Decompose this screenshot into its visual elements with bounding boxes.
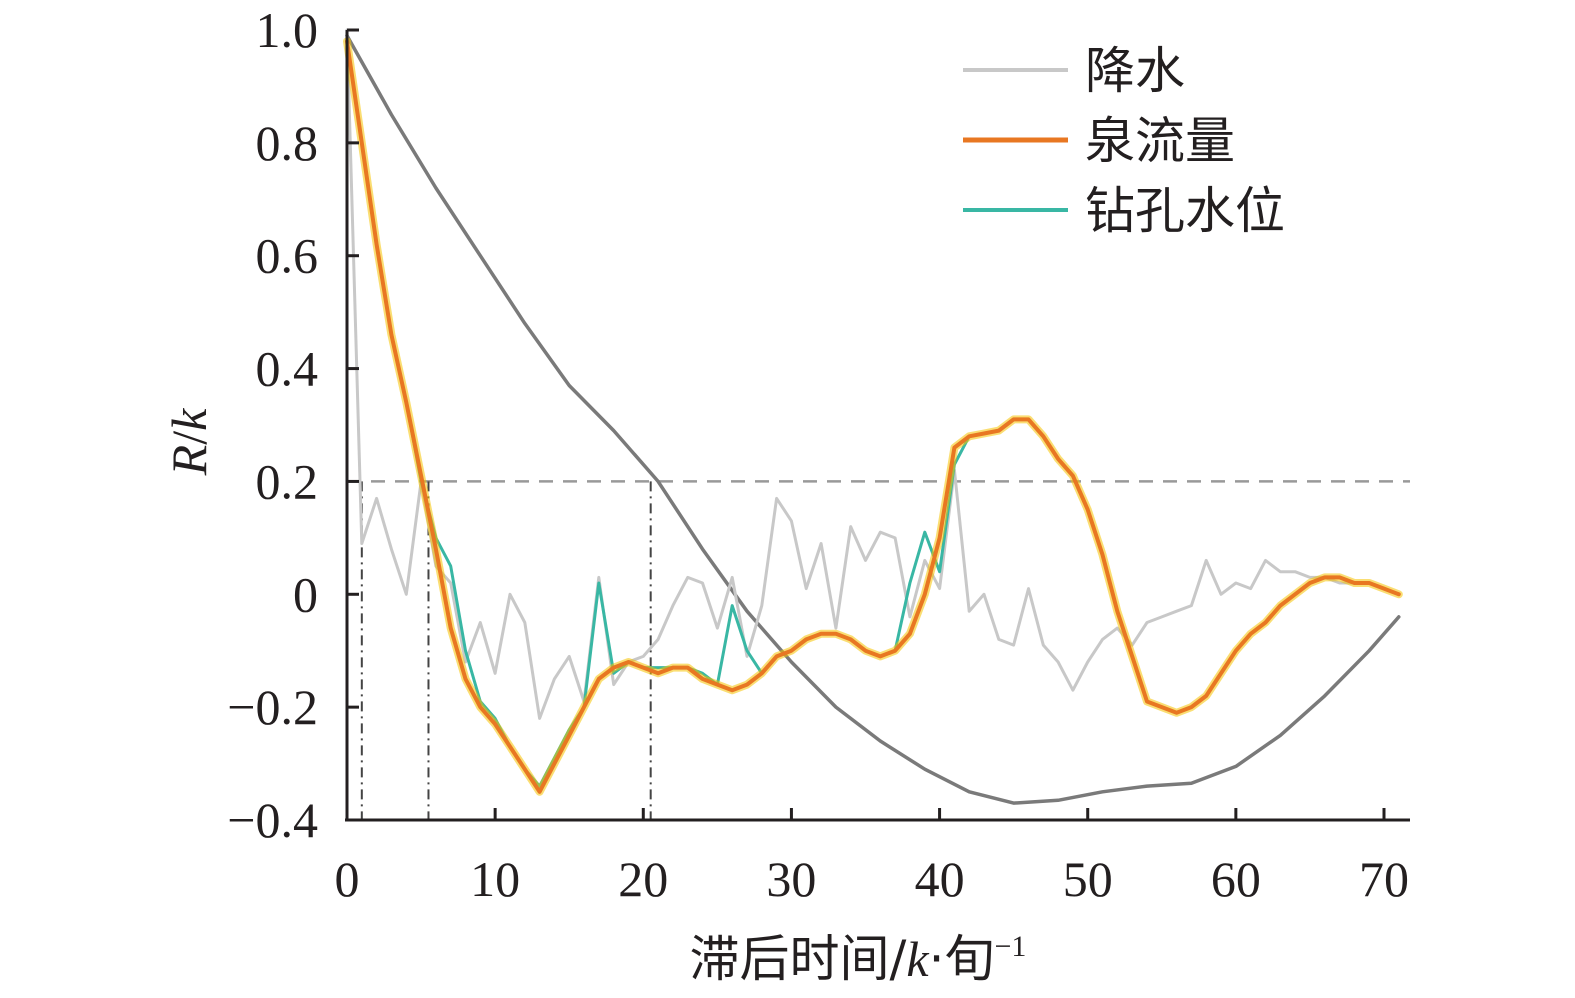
y-tick-label-0.2: 0.2	[256, 453, 319, 509]
x-tick-label-10: 10	[470, 851, 520, 907]
x-axis-title: 滞后时间/k·旬−1	[690, 930, 1027, 988]
series-line-spring-flow	[345, 39, 1401, 794]
x-tick-label-0: 0	[335, 851, 360, 907]
y-tick-label-0.6: 0.6	[256, 228, 319, 284]
x-axis-title-unit: ·旬	[929, 930, 995, 988]
y-axis-title: R/k	[161, 408, 217, 476]
y-axis-title-slash: /	[161, 431, 217, 445]
x-tick-label-40: 40	[915, 851, 965, 907]
x-axis-title-superscript: −1	[995, 930, 1027, 963]
axes-layer	[345, 30, 1410, 822]
y-tick-label-0.8: 0.8	[256, 115, 319, 171]
x-tick-label-20: 20	[618, 851, 668, 907]
legend-item-borehole-level: 钻孔水位	[963, 182, 1285, 240]
series-line-smooth-curve	[345, 33, 1401, 805]
legend: 降水 泉流量 钻孔水位	[963, 42, 1285, 240]
legend-label-precipitation: 降水	[1085, 42, 1185, 100]
y-tick-label-0: 0	[293, 566, 318, 622]
y-axis-title-r: R	[161, 445, 217, 477]
y-tick-label-−0.2: −0.2	[227, 679, 318, 735]
y-tick-label-−0.4: −0.4	[227, 792, 318, 848]
legend-label-spring-flow: 泉流量	[1085, 112, 1235, 170]
y-axis-title-k: k	[161, 408, 217, 431]
x-axis-title-k: k	[906, 931, 929, 987]
x-tick-label-60: 60	[1211, 851, 1261, 907]
x-tick-label-30: 30	[766, 851, 816, 907]
legend-item-spring-flow: 泉流量	[963, 112, 1235, 170]
series-line-spring-flow-glow	[343, 37, 1403, 796]
series-layer	[343, 28, 1403, 805]
x-tick-label-70: 70	[1359, 851, 1409, 907]
series-line-precipitation	[345, 28, 1401, 720]
x-tick-label-50: 50	[1063, 851, 1113, 907]
y-tick-label-1.0: 1.0	[256, 2, 319, 58]
series-line-borehole-level	[345, 39, 1401, 788]
y-tick-label-0.4: 0.4	[256, 341, 319, 397]
x-axis-title-main: 滞后时间/	[690, 930, 907, 988]
legend-label-borehole-level: 钻孔水位	[1085, 182, 1285, 240]
legend-item-precipitation: 降水	[963, 42, 1185, 100]
guide-lines-layer	[347, 480, 1410, 820]
ticks-layer: 0 10 20 30 40 50 60 70 −0.4 −0.2 0 0.2 0.4 0.6 0.8 1.0	[227, 2, 1409, 907]
